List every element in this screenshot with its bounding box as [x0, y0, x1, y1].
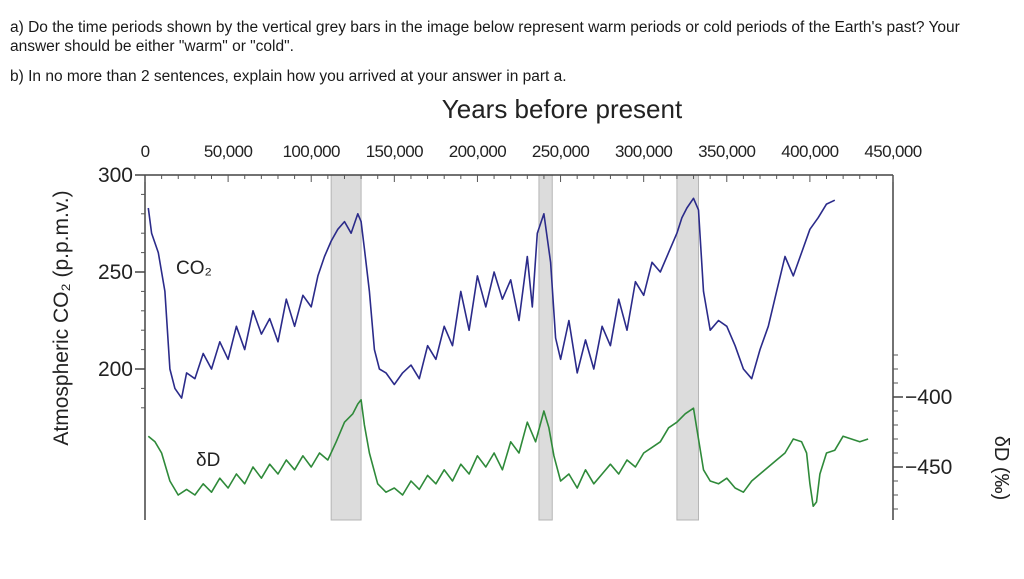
left-tick-labels: 300 250 200 [98, 164, 145, 381]
question-part-a: a) Do the time periods shown by the vert… [10, 19, 960, 55]
left-tick-label: 200 [98, 358, 133, 381]
co2-series-line [147, 197, 836, 399]
left-axis-label: Atmospheric CO₂ (p.p.m.v.) [50, 190, 73, 445]
dd-series-line [147, 398, 869, 508]
co2-series-label: CO₂ [176, 258, 212, 279]
minor-ticks [141, 174, 898, 510]
right-tick-labels: −400 −450 [893, 386, 952, 479]
left-tick-label: 300 [98, 164, 133, 187]
shaded-periods [330, 174, 700, 521]
x-tick-label: 100,000 [283, 142, 340, 161]
shaded-period-1 [330, 174, 362, 521]
x-tick-label: 0 [141, 142, 150, 161]
right-tick-label: −400 [905, 386, 952, 409]
dd-series-label: δD [196, 450, 220, 471]
chart-axes [144, 174, 894, 520]
right-tick-label: −450 [905, 456, 952, 479]
shaded-period-3 [676, 174, 700, 521]
x-tick-label: 50,000 [204, 142, 253, 161]
x-tick-label: 250,000 [532, 142, 589, 161]
x-tick-label: 150,000 [366, 142, 423, 161]
question-part-b: b) In no more than 2 sentences, explain … [10, 68, 567, 85]
x-tick-label: 450,000 [864, 142, 921, 161]
right-axis-label: δD (‰) [990, 436, 1012, 500]
x-tick-label: 400,000 [781, 142, 838, 161]
left-tick-label: 250 [98, 261, 133, 284]
chart-title: Years before present [442, 94, 683, 124]
x-tick-label: 350,000 [698, 142, 755, 161]
x-tick-labels: 0 50,000 100,000 150,000 200,000 250,000 300,0… [141, 142, 923, 161]
x-tick-label: 200,000 [449, 142, 506, 161]
series-lines [147, 197, 869, 508]
x-tick-label: 300,000 [615, 142, 672, 161]
